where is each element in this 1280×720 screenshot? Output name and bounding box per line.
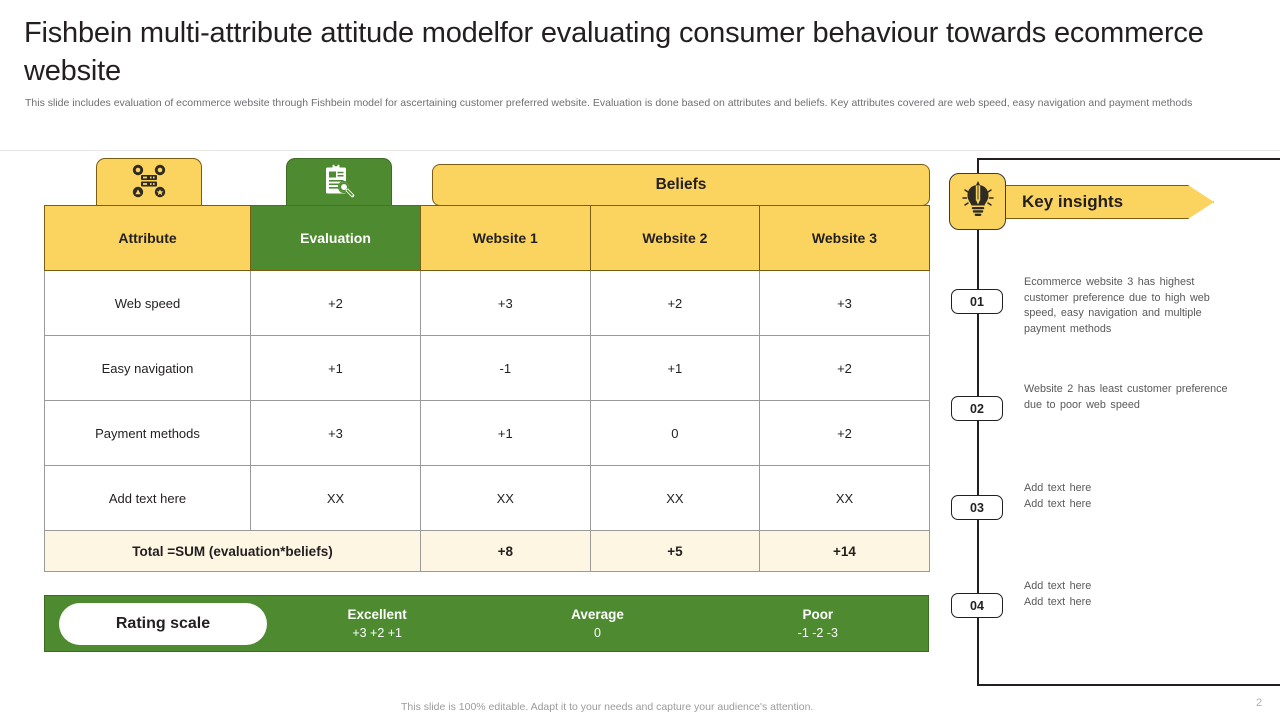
fishbein-table: Attribute Evaluation Website 1 Website 2… — [44, 205, 930, 572]
lightbulb-pencil-icon — [960, 179, 996, 224]
insight-text: Ecommerce website 3 has highest customer… — [1024, 276, 1210, 335]
insight-number-badge: 03 — [951, 495, 1003, 520]
key-insights-panel: Key insights 01 Ecommerce website 3 has … — [940, 150, 1280, 695]
cell-website3: +2 — [759, 335, 930, 401]
column-header-website3: Website 3 — [759, 205, 930, 271]
cell-attribute: Easy navigation — [44, 335, 251, 401]
page-subtitle: This slide includes evaluation of ecomme… — [25, 97, 1193, 109]
page-title: Fishbein multi-attribute attitude modelf… — [24, 17, 1204, 87]
evaluation-tab[interactable] — [286, 158, 392, 208]
cell-website3: XX — [759, 465, 930, 531]
insight-text: Add text here Add text here — [1024, 482, 1092, 510]
attribute-tab[interactable] — [96, 158, 202, 208]
page-number: 2 — [1256, 697, 1263, 709]
cell-evaluation: +2 — [250, 270, 421, 336]
rating-level-average: Average 0 — [487, 606, 707, 642]
cell-website3: +2 — [759, 400, 930, 466]
table-row: Easy navigation +1 -1 +1 +2 — [44, 335, 930, 401]
rating-level-poor: Poor -1 -2 -3 — [708, 606, 928, 642]
table-total-row: Total =SUM (evaluation*beliefs) +8 +5 +1… — [44, 530, 930, 572]
rating-level-label: Poor — [802, 606, 834, 622]
rating-level-label: Average — [571, 606, 624, 622]
column-header-attribute: Attribute — [44, 205, 251, 271]
cell-website1: XX — [420, 465, 591, 531]
header-divider — [0, 150, 1280, 151]
cell-website3: +3 — [759, 270, 930, 336]
rating-level-values: +3 +2 +1 — [352, 625, 403, 640]
insight-item-02: 02 Website 2 has least customer preferen… — [940, 382, 1280, 452]
table-row: Web speed +2 +3 +2 +3 — [44, 270, 930, 336]
key-insights-icon-badge — [949, 173, 1006, 230]
table-row: Payment methods +3 +1 0 +2 — [44, 400, 930, 466]
timeline-top-bracket — [977, 158, 1280, 160]
cell-website2: +2 — [589, 270, 761, 336]
key-insights-heading-banner: Key insights — [1006, 185, 1214, 219]
total-website1: +8 — [420, 530, 591, 572]
beliefs-label: Beliefs — [655, 176, 707, 193]
rating-level-values: 0 — [594, 625, 601, 640]
column-header-website2: Website 2 — [589, 205, 761, 271]
cell-website2: XX — [589, 465, 761, 531]
insight-item-04: 04 Add text here Add text here — [940, 579, 1280, 649]
rating-level-values: -1 -2 -3 — [797, 625, 838, 640]
server-rack-icon — [132, 164, 166, 203]
rating-scale-label: Rating scale — [115, 614, 211, 632]
cell-website2: +1 — [589, 335, 761, 401]
cell-website1: +1 — [420, 400, 591, 466]
cell-evaluation: XX — [250, 465, 421, 531]
insight-number-badge: 04 — [951, 593, 1003, 618]
cell-website1: +3 — [420, 270, 591, 336]
insight-number-badge: 02 — [951, 396, 1003, 421]
cell-website1: -1 — [420, 335, 591, 401]
footer-note: This slide is 100% editable. Adapt it to… — [401, 701, 814, 713]
fishbein-table-wrap: Attribute Evaluation Website 1 Website 2… — [44, 205, 930, 572]
total-website3: +14 — [759, 530, 930, 572]
insight-text: Website 2 has least customer preference … — [1024, 383, 1228, 411]
cell-website2: 0 — [589, 400, 761, 466]
rating-level-excellent: Excellent +3 +2 +1 — [267, 606, 487, 642]
column-header-evaluation: Evaluation — [250, 205, 421, 271]
rating-scale-pill: Rating scale — [59, 602, 267, 645]
key-insights-heading: Key insights — [1022, 192, 1124, 211]
cell-attribute: Payment methods — [44, 400, 251, 466]
rating-level-label: Excellent — [347, 606, 407, 622]
insight-number-badge: 01 — [951, 289, 1003, 314]
column-header-website1: Website 1 — [420, 205, 591, 271]
total-label: Total =SUM (evaluation*beliefs) — [44, 530, 421, 572]
timeline-line — [977, 158, 979, 686]
timeline-bottom-bracket — [977, 684, 1280, 686]
cell-attribute: Add text here — [44, 465, 251, 531]
table-row: Add text here XX XX XX XX — [44, 465, 930, 531]
insight-item-03: 03 Add text here Add text here — [940, 481, 1280, 551]
clipboard-search-icon — [323, 163, 355, 203]
cell-evaluation: +3 — [250, 400, 421, 466]
cell-attribute: Web speed — [44, 270, 251, 336]
insight-item-01: 01 Ecommerce website 3 has highest custo… — [940, 275, 1280, 345]
rating-scale-bar: Rating scale Excellent +3 +2 +1 Average … — [44, 595, 929, 652]
cell-evaluation: +1 — [250, 335, 421, 401]
table-header-row: Attribute Evaluation Website 1 Website 2… — [44, 205, 930, 271]
rating-levels: Excellent +3 +2 +1 Average 0 Poor -1 -2 … — [267, 606, 928, 642]
beliefs-header: Beliefs — [432, 164, 930, 206]
insight-text: Add text here Add text here — [1024, 580, 1092, 608]
total-website2: +5 — [589, 530, 761, 572]
